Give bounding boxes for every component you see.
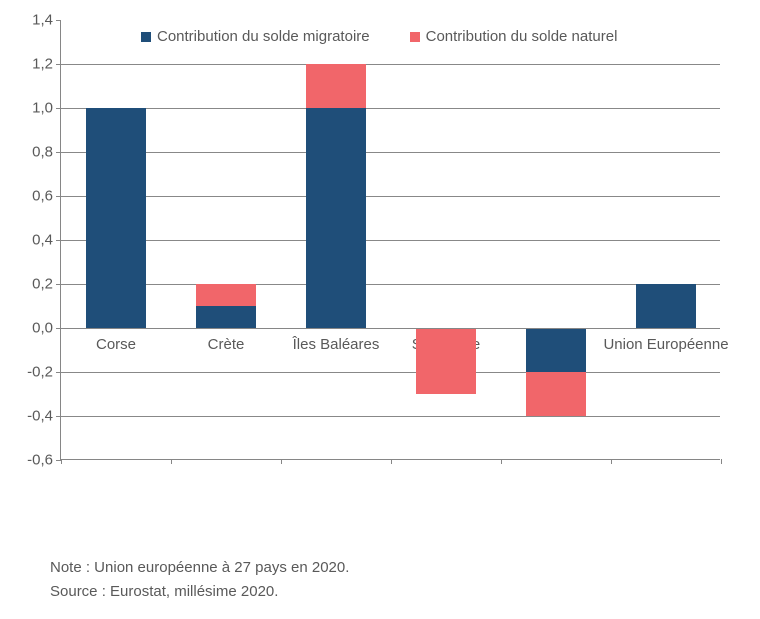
y-tick-mark bbox=[56, 372, 61, 373]
footnotes: Note : Union européenne à 27 pays en 202… bbox=[50, 556, 349, 604]
y-tick-mark bbox=[56, 152, 61, 153]
legend: Contribution du solde migratoire Contrib… bbox=[141, 28, 617, 45]
gridline bbox=[61, 372, 720, 373]
gridline bbox=[61, 196, 720, 197]
bar-segment-migratoire bbox=[196, 306, 257, 328]
y-tick-mark bbox=[56, 284, 61, 285]
x-tick-mark bbox=[281, 459, 282, 464]
x-tick-mark bbox=[611, 459, 612, 464]
legend-item-migratoire: Contribution du solde migratoire bbox=[141, 28, 370, 45]
x-tick-mark bbox=[171, 459, 172, 464]
bar-group bbox=[196, 20, 257, 459]
chart-container: Contribution du solde migratoire Contrib… bbox=[10, 10, 730, 520]
bar-segment-naturel bbox=[416, 328, 477, 394]
legend-swatch-naturel bbox=[410, 32, 420, 42]
bar-group bbox=[306, 20, 367, 459]
gridline bbox=[61, 284, 720, 285]
plot-area: Contribution du solde migratoire Contrib… bbox=[60, 20, 720, 460]
zero-line bbox=[61, 328, 720, 329]
bar-segment-naturel bbox=[196, 284, 257, 306]
gridline bbox=[61, 64, 720, 65]
x-tick-mark bbox=[61, 459, 62, 464]
gridline bbox=[61, 152, 720, 153]
x-tick-mark bbox=[391, 459, 392, 464]
bar-segment-naturel bbox=[526, 372, 587, 416]
bar-group bbox=[636, 20, 697, 459]
legend-label-migratoire: Contribution du solde migratoire bbox=[157, 28, 370, 45]
bar-segment-migratoire bbox=[526, 328, 587, 372]
y-tick-mark bbox=[56, 196, 61, 197]
bar-segment-migratoire bbox=[86, 108, 147, 328]
gridline bbox=[61, 108, 720, 109]
y-tick-mark bbox=[56, 416, 61, 417]
footnote-note: Note : Union européenne à 27 pays en 202… bbox=[50, 556, 349, 580]
bar-group bbox=[526, 20, 587, 459]
bar-segment-migratoire bbox=[306, 108, 367, 328]
gridline bbox=[61, 240, 720, 241]
x-tick-mark bbox=[501, 459, 502, 464]
bar-segment-migratoire bbox=[636, 284, 697, 328]
bar-group bbox=[416, 20, 477, 459]
y-tick-mark bbox=[56, 240, 61, 241]
legend-label-naturel: Contribution du solde naturel bbox=[426, 28, 618, 45]
footnote-source: Source : Eurostat, millésime 2020. bbox=[50, 580, 349, 604]
legend-item-naturel: Contribution du solde naturel bbox=[410, 28, 618, 45]
legend-swatch-migratoire bbox=[141, 32, 151, 42]
y-tick-mark bbox=[56, 64, 61, 65]
x-tick-mark bbox=[721, 459, 722, 464]
y-tick-mark bbox=[56, 20, 61, 21]
bar-segment-naturel bbox=[306, 64, 367, 108]
y-tick-mark bbox=[56, 108, 61, 109]
bar-group bbox=[86, 20, 147, 459]
gridline bbox=[61, 416, 720, 417]
